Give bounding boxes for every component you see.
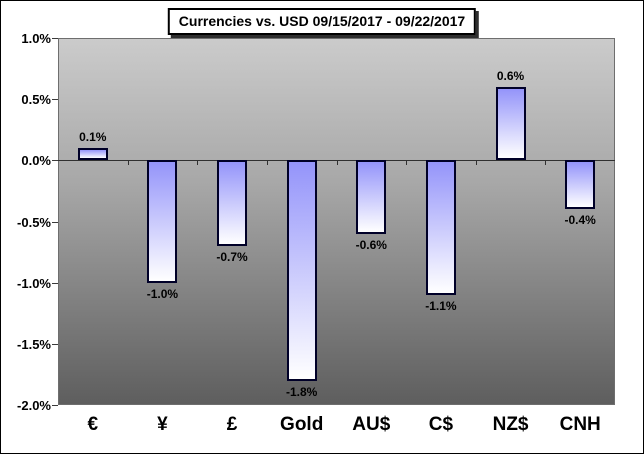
bar-£: [217, 160, 248, 246]
x-axis-label: €: [87, 414, 99, 435]
category-axis-tick: [197, 160, 199, 166]
bar-value-label: -1.1%: [425, 298, 457, 313]
bar-value-label: -1.8%: [286, 384, 318, 399]
x-axis-label: CNH: [559, 414, 601, 435]
y-axis-label: -1.0%: [17, 275, 51, 291]
bar-AU$: [356, 160, 387, 234]
category-axis-tick: [545, 160, 547, 166]
bar-value-label: -0.6%: [355, 237, 387, 252]
y-axis-label: 1.0%: [21, 31, 51, 46]
x-axis-label: £: [226, 414, 238, 435]
category-axis-tick: [336, 160, 338, 166]
bar-¥: [147, 160, 178, 283]
y-axis-label: -2.0%: [17, 398, 51, 413]
bar-€: [77, 148, 108, 161]
bar-value-label: 0.6%: [496, 68, 525, 83]
category-axis-tick: [266, 160, 268, 166]
y-axis-tick: [52, 221, 58, 223]
bar-CNH: [565, 160, 596, 210]
bar-C$: [425, 160, 456, 295]
x-axis-label: Gold: [280, 414, 324, 435]
chart-title: Currencies vs. USD 09/15/2017 - 09/22/20…: [167, 8, 477, 35]
x-axis-label: AU$: [352, 414, 391, 435]
y-axis-label: -0.5%: [17, 214, 51, 230]
bar-Gold: [286, 160, 317, 381]
y-axis-tick: [52, 160, 58, 162]
category-axis-tick: [127, 160, 129, 166]
y-axis-tick: [52, 38, 58, 39]
bar-value-label: -0.4%: [564, 213, 596, 228]
y-axis-tick: [52, 343, 58, 345]
category-axis-tick: [406, 160, 408, 166]
y-axis-tick: [52, 405, 58, 406]
y-axis-label: 0.0%: [21, 153, 51, 169]
bar-value-label: -0.7%: [216, 249, 248, 264]
bar-value-label: -1.0%: [146, 286, 179, 301]
y-axis-tick: [52, 99, 58, 101]
bar-value-label: 0.1%: [79, 130, 107, 145]
x-axis-label: C$: [428, 414, 454, 435]
bar-NZ$: [495, 86, 526, 161]
x-axis-label: NZ$: [492, 414, 529, 435]
category-axis-tick: [475, 160, 477, 166]
y-axis-label: -1.5%: [17, 336, 51, 352]
y-axis-label: 0.5%: [21, 92, 51, 108]
x-axis-label: ¥: [157, 414, 168, 435]
y-axis-tick: [52, 282, 58, 284]
plot-area: [58, 38, 615, 405]
